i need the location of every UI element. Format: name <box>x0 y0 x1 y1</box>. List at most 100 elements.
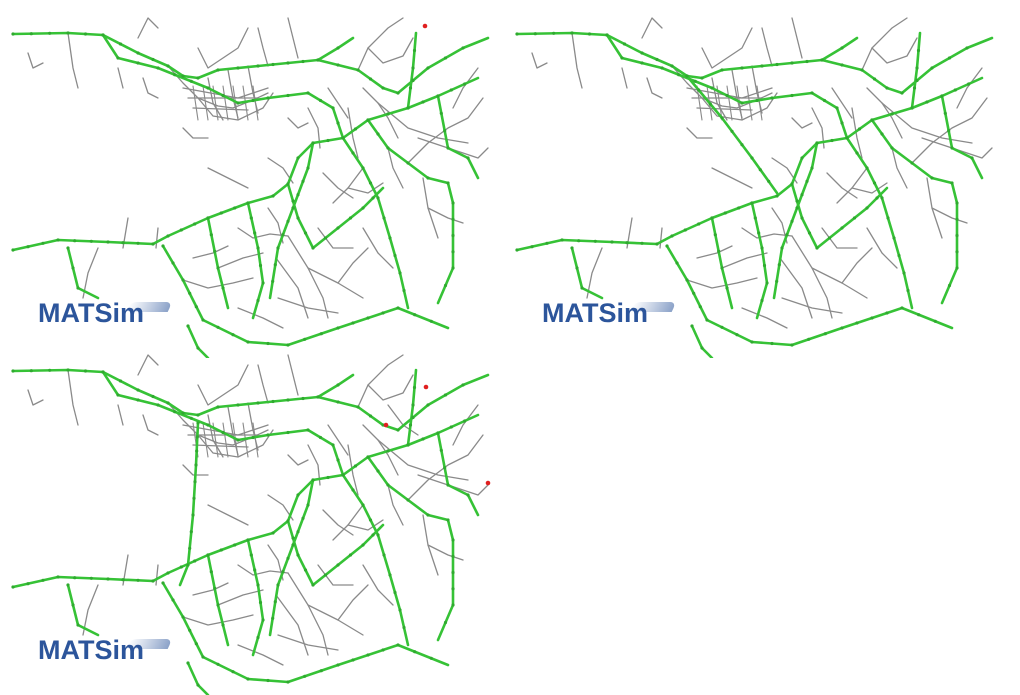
transit-stop-icon <box>361 543 365 547</box>
transit-stop-icon <box>640 61 644 65</box>
transit-stop-icon <box>530 245 534 249</box>
transit-stop-icon <box>296 216 300 220</box>
transit-stop-icon <box>670 234 674 238</box>
transit-stop-icon <box>136 241 140 245</box>
transit-stop-icon <box>233 206 237 210</box>
transit-stop-icon <box>41 241 45 245</box>
transit-stop-icon <box>306 91 310 95</box>
transit-stop-icon <box>266 96 270 100</box>
transit-stop-icon <box>725 93 729 98</box>
transit-stop-icon <box>26 245 30 249</box>
road-link <box>367 37 414 64</box>
transit-stop-icon <box>740 66 744 70</box>
transit-stop-icon <box>318 98 323 103</box>
road-link <box>347 519 384 531</box>
road-link <box>711 167 753 189</box>
transit-stop-icon <box>286 398 290 402</box>
transit-stop-icon <box>443 466 447 470</box>
transit-stop-icon <box>760 246 764 250</box>
transit-stop-icon <box>426 66 430 70</box>
transit-stop-icon <box>443 620 448 625</box>
transit-stop-icon <box>249 553 253 557</box>
transit-route <box>66 583 100 637</box>
transit-stop-icon <box>552 31 556 35</box>
road-link <box>337 584 369 621</box>
transit-stop-icon <box>311 478 315 482</box>
matsim-logo: MATSim <box>38 635 173 675</box>
transit-stop-icon <box>348 216 353 220</box>
transit-stop-icon <box>750 340 754 344</box>
transit-stop-icon <box>253 231 257 235</box>
transit-stop-icon <box>336 326 340 330</box>
transit-stop-icon <box>412 48 417 53</box>
transit-route <box>341 136 410 310</box>
transit-stop-icon <box>443 56 448 60</box>
transit-stop-icon <box>236 101 240 105</box>
transit-stop-icon <box>955 217 959 221</box>
transit-stop-icon <box>760 64 764 68</box>
road-link <box>192 107 249 111</box>
transit-stop-icon <box>186 661 190 665</box>
road-link <box>117 67 124 89</box>
transit-stop-icon <box>625 241 629 245</box>
transit-stop-icon <box>753 216 757 220</box>
transit-stop-icon <box>323 573 328 577</box>
transit-route <box>436 94 480 180</box>
transit-stop-icon <box>196 413 200 417</box>
transit-stop-icon <box>136 398 140 402</box>
transit-stop-icon <box>118 42 123 46</box>
road-link <box>362 227 394 269</box>
network-map-1 <box>11 17 490 358</box>
transit-route <box>206 553 230 647</box>
road-link <box>182 277 254 289</box>
road-link <box>821 227 858 249</box>
road-link <box>327 87 349 119</box>
transit-stop-icon <box>795 199 799 203</box>
transit-stop-icon <box>700 346 704 350</box>
road-link <box>452 404 479 446</box>
transit-stop-icon <box>213 586 217 590</box>
transit-stop-icon <box>933 319 937 323</box>
transit-stop-icon <box>246 201 250 205</box>
transit-stop-icon <box>161 581 165 585</box>
transit-stop-icon <box>870 316 874 320</box>
road-link <box>357 354 404 408</box>
transit-stop-icon <box>271 531 275 535</box>
transit-stop-icon <box>398 608 402 612</box>
transit-stop-icon <box>693 79 697 83</box>
transit-stop-icon <box>166 571 170 575</box>
transit-stop-icon <box>388 236 392 240</box>
transit-stop-icon <box>286 219 290 223</box>
transit-stop-icon <box>947 56 952 60</box>
transit-stop-icon <box>775 279 779 283</box>
transit-stop-icon <box>700 76 704 80</box>
transit-stop-icon <box>640 241 644 245</box>
transit-stop-icon <box>336 458 340 462</box>
transit-stop-icon <box>443 283 448 288</box>
congestion-marker-icon <box>485 480 491 486</box>
transit-stop-icon <box>697 88 701 92</box>
transit-stop-icon <box>916 48 921 53</box>
transit-stop-icon <box>181 411 185 415</box>
transit-stop-icon <box>83 32 88 36</box>
transit-stop-icon <box>610 240 614 244</box>
transit-stop-icon <box>890 146 894 150</box>
transit-stop-icon <box>857 127 862 131</box>
transit-stop-icon <box>720 116 724 120</box>
transit-stop-icon <box>865 206 869 210</box>
transit-stop-icon <box>303 231 308 235</box>
transit-stop-icon <box>865 166 869 170</box>
transit-stop-icon <box>443 129 447 133</box>
transit-stop-icon <box>655 57 659 62</box>
transit-stop-icon <box>266 433 270 437</box>
road-link <box>871 37 918 64</box>
transit-stop-icon <box>156 403 160 407</box>
transit-stop-icon <box>186 324 190 328</box>
transit-stop-icon <box>66 583 70 587</box>
transit-stop-icon <box>580 286 584 290</box>
transit-stop-icon <box>136 51 140 55</box>
transit-stop-icon <box>151 57 155 62</box>
transit-stop-icon <box>271 616 275 620</box>
transit-stop-icon <box>71 266 75 270</box>
transit-stop-icon <box>421 100 425 104</box>
